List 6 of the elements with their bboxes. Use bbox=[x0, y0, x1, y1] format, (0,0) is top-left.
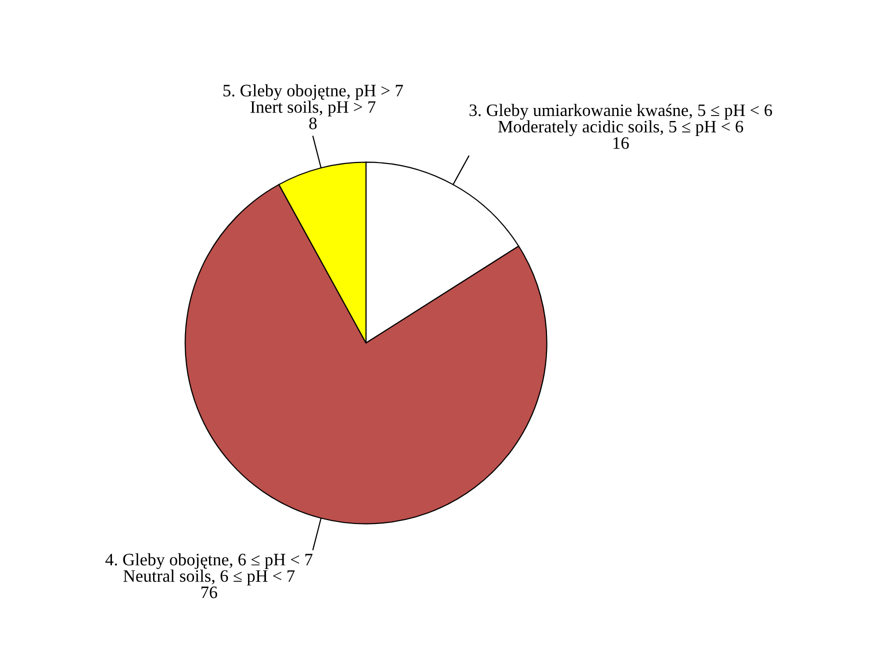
slice-label: 4. Gleby obojętne, 6 ≤ pH < 7 Neutral soils, 6 ≤ pH < 7 bbox=[105, 553, 312, 586]
data-label: 16 bbox=[614, 137, 629, 149]
data-label: 8 bbox=[309, 118, 317, 130]
slice-label: 3. Gleby umiarkowanie kwaśne, 5 ≤ pH < 6 Moderately acidic soils, 5 ≤ pH < 6 bbox=[470, 104, 772, 136]
slice-label: 5. Gleby obojętne, pH > 7 Inert soils, pH > 7 bbox=[223, 84, 403, 116]
data-label: 76 bbox=[201, 586, 218, 598]
